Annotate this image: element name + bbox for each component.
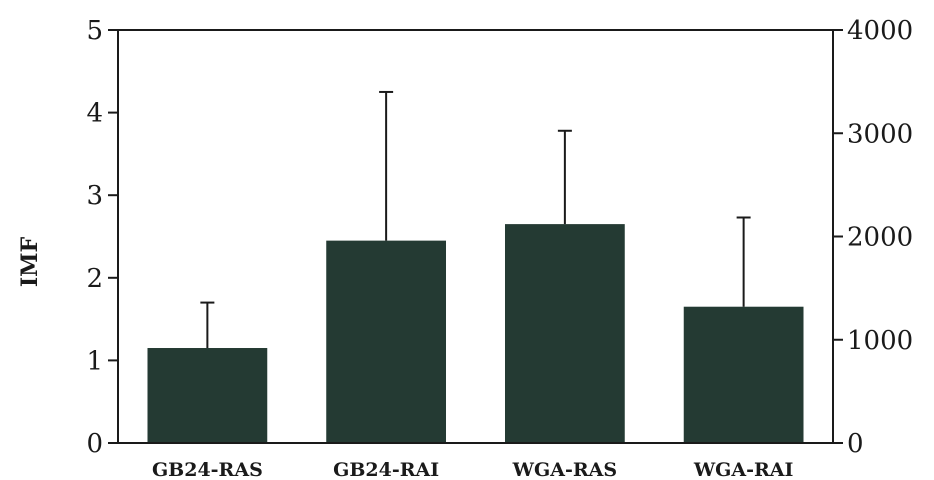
y2-tick-label: 1000 — [847, 326, 913, 356]
y2-tick-label: 3000 — [847, 119, 913, 149]
y-tick-label: 5 — [86, 16, 103, 46]
error-bars — [200, 90, 751, 349]
y2-tick-label: 0 — [847, 429, 864, 459]
y2-tick-label: 4000 — [847, 16, 913, 46]
y-tick-label: 0 — [86, 429, 103, 459]
x-tick-label: WGA-RAS — [512, 459, 617, 480]
x-tick-label: GB24-RAS — [152, 459, 263, 480]
bar-wga-rai — [683, 306, 804, 443]
y-tick-label: 1 — [86, 346, 103, 376]
axes — [108, 29, 843, 444]
bar-gb24-rai — [326, 240, 447, 443]
x-tick-label: WGA-RAI — [693, 459, 794, 480]
y-axis-title: IMF — [17, 236, 43, 287]
bar-wga-ras — [504, 224, 625, 443]
y-tick-label: 3 — [86, 181, 103, 211]
y-tick-label: 4 — [86, 99, 103, 129]
x-tick-label: GB24-RAI — [333, 459, 439, 480]
labels: GB24-RAS GB24-RAI WGA-RAS WGA-RAI 0 1 2 3 4 5 0 100… — [86, 16, 913, 480]
bar-gb24-ras — [147, 348, 268, 443]
y2-tick-label: 2000 — [847, 223, 913, 253]
bars — [147, 224, 804, 443]
y-tick-label: 2 — [86, 264, 103, 294]
